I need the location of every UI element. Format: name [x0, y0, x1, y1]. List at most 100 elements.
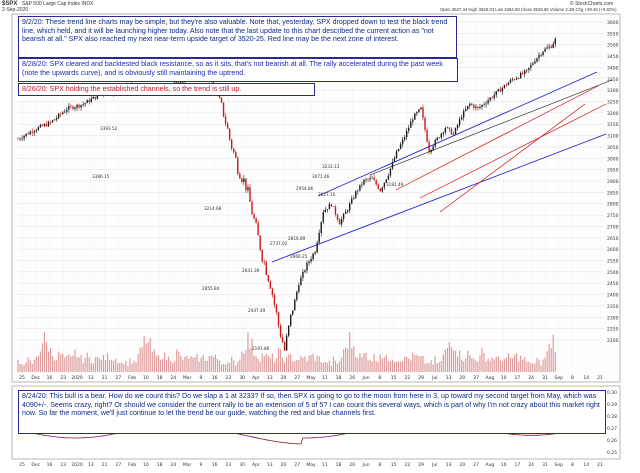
candle-body: [410, 121, 412, 128]
volume-bar: [432, 364, 434, 372]
candle-body: [19, 138, 21, 140]
candle-body: [47, 121, 50, 127]
x-tick-label-lower: 2020: [71, 462, 83, 468]
x-tick-label-lower: 14: [583, 462, 589, 468]
volume-bar: [19, 363, 21, 372]
candle-body: [440, 133, 442, 138]
volume-bar: [267, 355, 269, 372]
y-tick-label: 3200: [607, 111, 619, 117]
volume-bar: [94, 357, 96, 372]
candle-body: [469, 103, 471, 106]
volume-bar: [27, 357, 29, 372]
candle-body: [548, 46, 550, 48]
candle-body: [479, 106, 481, 108]
candle-body: [416, 112, 418, 114]
candle-body: [27, 133, 29, 135]
ticker: $SPX: [2, 1, 18, 7]
volume-bar: [127, 366, 129, 372]
price-annotation: 3027.10: [318, 192, 336, 197]
candle-body: [35, 130, 38, 132]
candle-body: [395, 151, 398, 159]
x-tick-label: May: [306, 375, 316, 381]
volume-bar: [546, 351, 548, 372]
volume-bar: [446, 347, 449, 372]
candle-body: [251, 201, 253, 215]
candle-body: [503, 84, 506, 88]
x-tick-label: 18: [336, 375, 342, 381]
x-tick-label: Mar: [183, 375, 192, 381]
candle-body: [460, 117, 463, 120]
volume-bar: [524, 357, 526, 372]
x-tick-label: 8: [378, 375, 381, 381]
candle-body: [454, 127, 457, 134]
x-tick-label-lower: Aug: [486, 462, 495, 468]
candle-body: [344, 211, 347, 214]
candle-body: [281, 336, 284, 343]
candle-body: [66, 109, 68, 112]
y-tick-label: 2500: [607, 270, 619, 276]
price-annotation: 2447.49: [248, 308, 266, 313]
candle-body: [68, 106, 70, 110]
y-tick-label: 3250: [607, 100, 619, 106]
price-annotation: 2737.02: [270, 241, 288, 246]
lower-y-tick-label: 0.28: [607, 414, 617, 420]
candle-body: [383, 182, 386, 188]
candle-body: [271, 288, 274, 295]
volume-bar: [477, 361, 479, 372]
volume-bar: [259, 362, 261, 372]
volume-bar: [172, 363, 174, 372]
candle-body: [467, 105, 469, 110]
x-tick-label: 23: [60, 375, 66, 381]
candle-body: [306, 262, 308, 271]
candle-body: [37, 127, 40, 131]
volume-bar: [86, 352, 88, 372]
volume-bar: [491, 357, 493, 372]
x-tick-label: 24: [528, 375, 534, 381]
candle-body: [84, 103, 86, 105]
volume-bar: [265, 353, 267, 372]
candle-body: [517, 78, 520, 79]
candle-body: [302, 271, 304, 278]
candle-body: [456, 124, 459, 128]
volume-bar: [377, 362, 379, 372]
candle-body: [33, 131, 35, 133]
volume-bar: [184, 356, 186, 372]
volume-bar: [424, 363, 426, 372]
volume-bar: [45, 342, 48, 372]
x-tick-label: 10: [143, 375, 149, 381]
volume-bar: [180, 355, 182, 372]
candle-body: [257, 222, 259, 236]
volume-bar: [174, 360, 176, 372]
volume-bar: [115, 358, 117, 372]
volume-bar: [161, 358, 164, 372]
volume-bar: [511, 358, 514, 372]
volume-bar: [111, 359, 113, 372]
volume-bar: [334, 360, 337, 372]
ticker-description: S&P 500 Large Cap Index INDX: [22, 1, 94, 7]
volume-bar: [479, 355, 481, 372]
candle-body: [538, 55, 540, 59]
x-tick-label: 30: [239, 375, 245, 381]
volume-bars: [17, 332, 556, 372]
candle-body: [70, 106, 72, 107]
volume-bar: [363, 353, 365, 372]
volume-bar: [257, 359, 259, 372]
volume-bar: [100, 360, 103, 372]
y-tick-label: 3550: [607, 31, 619, 37]
volume-bar: [448, 342, 451, 372]
candle-body: [501, 87, 504, 92]
volume-bar: [414, 355, 416, 372]
volume-bar: [493, 359, 495, 372]
volume-bar: [108, 360, 111, 372]
y-tick-label: 2700: [607, 224, 619, 230]
volume-bar: [471, 358, 473, 372]
volume-bar: [528, 361, 530, 372]
volume-bar: [117, 363, 119, 372]
volume-bar: [149, 338, 151, 372]
volume-bar: [399, 361, 402, 372]
x-tick-label-lower: Dec: [31, 462, 40, 468]
volume-bar: [381, 358, 383, 372]
candle-body: [332, 206, 335, 207]
price-annotation: 3386.15: [92, 174, 110, 179]
y-tick-label: 3500: [607, 43, 619, 49]
